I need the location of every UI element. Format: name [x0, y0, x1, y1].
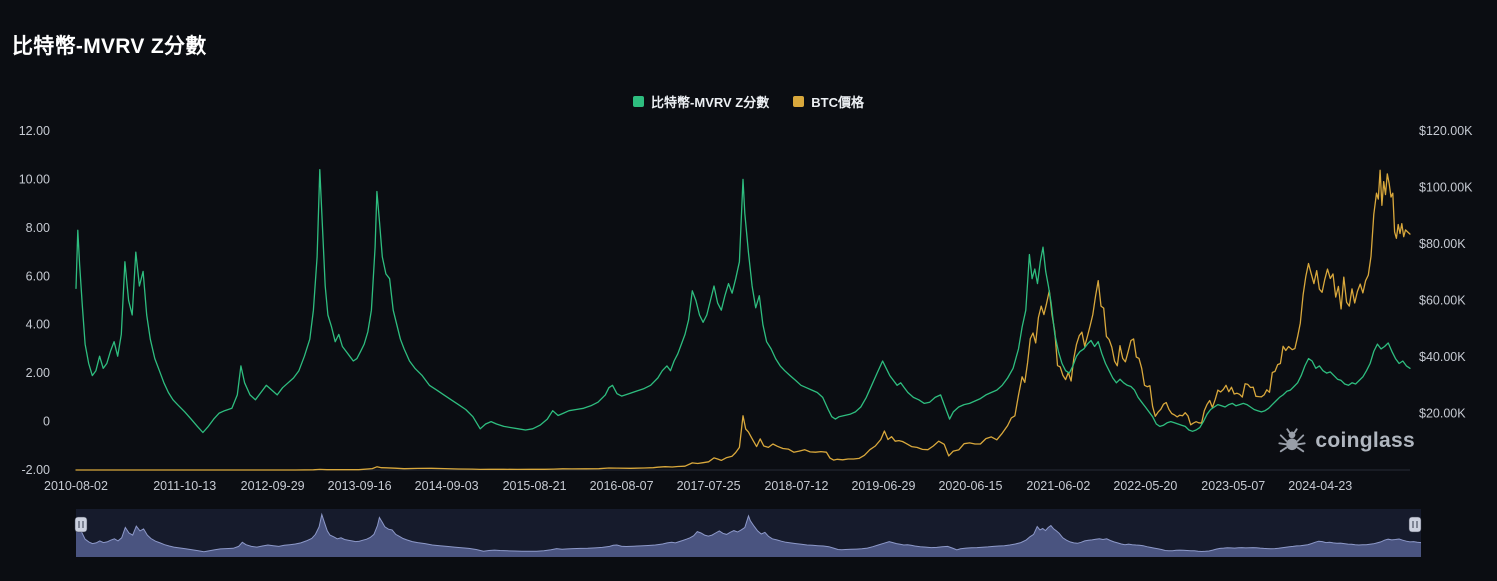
- x-axis-label: 2017-07-25: [677, 479, 741, 493]
- y-axis-right-label: $100.00K: [1419, 181, 1473, 195]
- x-axis-label: 2020-06-15: [938, 479, 1002, 493]
- chart-legend: 比特幣-MVRV Z分數 BTC價格: [0, 92, 1497, 111]
- x-axis-label: 2018-07-12: [764, 479, 828, 493]
- y-axis-right-label: $80.00K: [1419, 237, 1466, 251]
- y-axis-left-label: 6.00: [26, 269, 50, 283]
- legend-label-btc-price: BTC價格: [811, 95, 864, 110]
- y-axis-left-label: 0: [43, 415, 50, 429]
- navigator-series-area: [76, 514, 1421, 557]
- y-axis-right-label: $120.00K: [1419, 124, 1473, 138]
- x-axis-label: 2019-06-29: [851, 479, 915, 493]
- legend-swatch-btc-price: [793, 96, 805, 107]
- navigator-handle-left[interactable]: [74, 516, 88, 533]
- x-axis-label: 2021-06-02: [1026, 479, 1090, 493]
- navigator-handle-right[interactable]: [1408, 516, 1422, 533]
- y-axis-left-label: 8.00: [26, 221, 50, 235]
- y-axis-left-label: 12.00: [19, 124, 50, 138]
- legend-item-mvrv[interactable]: 比特幣-MVRV Z分數: [633, 92, 769, 111]
- btc-price-line: [75, 169, 1411, 471]
- legend-label-mvrv: 比特幣-MVRV Z分數: [651, 95, 770, 110]
- navigator-series-outline: [75, 512, 1422, 553]
- y-axis-left-label: 10.00: [19, 172, 50, 186]
- x-axis-label: 2014-09-03: [415, 479, 479, 493]
- x-axis-label: 2023-05-07: [1201, 479, 1265, 493]
- x-axis-label: 2015-08-21: [503, 479, 567, 493]
- y-axis-left-label: -2.00: [22, 463, 51, 477]
- x-axis-label: 2022-05-20: [1113, 479, 1177, 493]
- x-axis-label: 2016-08-07: [590, 479, 654, 493]
- y-axis-right-label: $60.00K: [1419, 294, 1466, 308]
- coinglass-brand-text: coinglass: [1315, 429, 1415, 452]
- mvrv-zscore-line: [75, 169, 1411, 434]
- x-axis-label: 2010-08-02: [44, 479, 108, 493]
- x-axis-label: 2012-09-29: [241, 479, 305, 493]
- legend-swatch-mvrv: [633, 96, 645, 107]
- legend-item-btc-price[interactable]: BTC價格: [793, 92, 864, 111]
- y-axis-right-label: $20.00K: [1419, 407, 1466, 421]
- coinglass-spider-icon: [1278, 428, 1307, 453]
- x-axis-label: 2013-09-16: [328, 479, 392, 493]
- coinglass-watermark: coinglass: [1277, 426, 1415, 456]
- y-axis-right-label: $40.00K: [1419, 350, 1466, 364]
- y-axis-left-label: 4.00: [26, 318, 50, 332]
- x-axis-label: 2024-04-23: [1288, 479, 1352, 493]
- y-axis-left-label: 2.00: [26, 366, 50, 380]
- page-title: 比特幣-MVRV Z分數: [12, 35, 207, 58]
- x-axis-label: 2011-10-13: [153, 479, 216, 493]
